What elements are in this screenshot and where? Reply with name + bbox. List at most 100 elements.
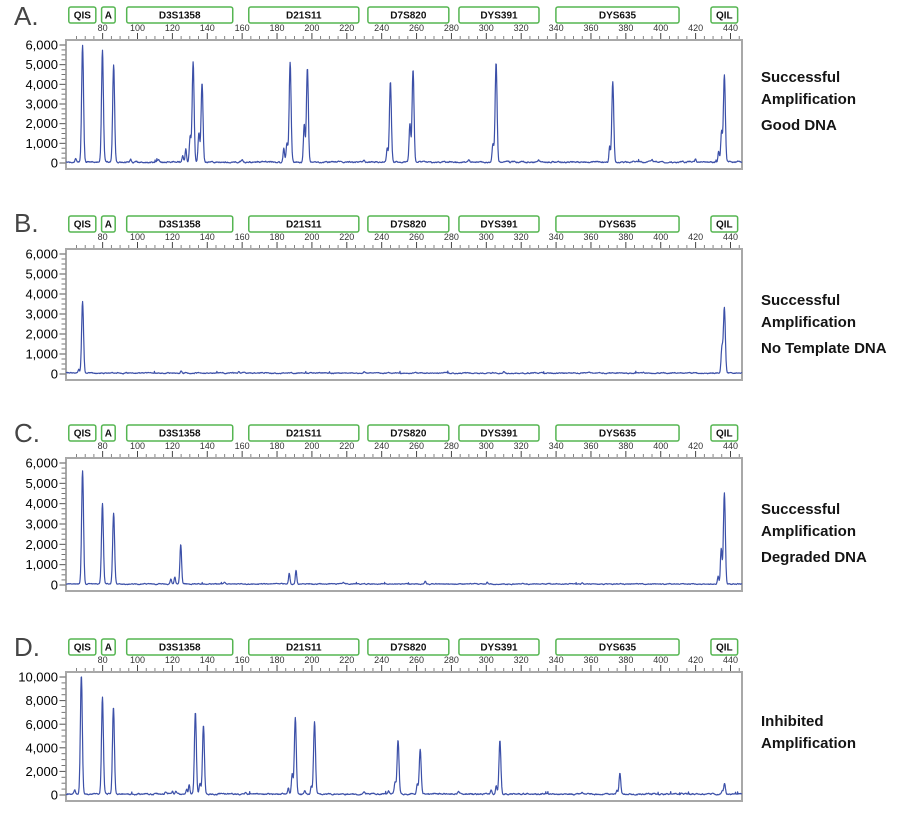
x-tick-label: 200	[304, 23, 319, 33]
x-tick-label: 120	[165, 23, 180, 33]
annotation-line: Successful	[761, 69, 841, 86]
marker-box-d7s820	[367, 6, 450, 24]
marker-label: DYS635	[599, 643, 637, 654]
y-tick-label: 3,000	[25, 307, 58, 322]
marker-label: QIS	[74, 429, 92, 440]
x-tick-label: 160	[235, 441, 250, 451]
marker-box-qis	[68, 6, 97, 24]
x-tick-label: 240	[374, 23, 389, 33]
x-tick-label: 100	[130, 23, 145, 33]
panel-c-trace	[65, 470, 743, 586]
marker-label: DYS635	[599, 220, 637, 231]
x-tick-label: 200	[304, 232, 319, 242]
x-tick-label: 160	[235, 23, 250, 33]
marker-box-d21s11	[248, 215, 360, 233]
x-tick-label: 340	[549, 441, 564, 451]
x-tick-label: 80	[98, 655, 108, 665]
x-tick-label: 160	[235, 232, 250, 242]
x-tick-label: 440	[723, 23, 738, 33]
panel-b-trace	[65, 300, 743, 375]
x-tick-label: 440	[723, 232, 738, 242]
marker-box-d21s11	[248, 638, 360, 656]
x-tick-label: 280	[444, 232, 459, 242]
y-tick-label: 10,000	[18, 670, 58, 685]
panel-a-ruler: 80 100 120 140 160 180 200 220 240 260 280 300 320 34…	[76, 23, 740, 39]
panel-letter-d: D.	[14, 632, 40, 662]
y-tick-label: 6,000	[25, 717, 58, 732]
x-tick-label: 140	[200, 23, 215, 33]
marker-box-qis	[68, 215, 97, 233]
marker-box-d7s820	[367, 424, 450, 442]
y-tick-label: 6,000	[25, 456, 58, 471]
marker-box-dys391	[458, 215, 540, 233]
panel-annotation-b: Successful Amplification No Template DNA	[761, 290, 900, 360]
y-tick-label: 5,000	[25, 476, 58, 491]
panel-d: 10,000 8,000 6,000 4,000 2,000 0 80 100 120 140 16…	[18, 638, 743, 803]
marker-label: DYS391	[480, 11, 518, 22]
y-tick-label: 8,000	[25, 693, 58, 708]
marker-box-dys635	[555, 6, 680, 24]
panel-d-plot-area	[65, 671, 743, 802]
marker-box-a	[100, 6, 116, 24]
marker-label: D7S820	[390, 643, 427, 654]
panel-d-trace	[65, 676, 743, 796]
x-tick-label: 140	[200, 232, 215, 242]
y-tick-label: 0	[51, 156, 58, 171]
x-tick-label: 420	[688, 23, 703, 33]
x-tick-label: 280	[444, 23, 459, 33]
marker-box-qil	[710, 215, 739, 233]
panel-letter-a: A.	[14, 1, 39, 31]
x-tick-label: 160	[235, 655, 250, 665]
panel-c-plot-area	[65, 457, 743, 592]
x-tick-label: 320	[514, 655, 529, 665]
panel-a-y-axis: 6,000 5,000 4,000 3,000 2,000 1,000 0	[25, 38, 66, 171]
x-tick-label: 80	[98, 441, 108, 451]
marker-label: A	[105, 11, 112, 22]
annotation-line: No Template DNA	[761, 340, 887, 357]
marker-box-a	[100, 424, 116, 442]
x-tick-label: 360	[583, 655, 598, 665]
y-tick-label: 0	[51, 788, 58, 803]
panel-a-markers: QIS A D3S1358 D21S11 D7S820 DYS391 DYS635 QIL	[68, 6, 739, 24]
panel-b-y-axis: 6,000 5,000 4,000 3,000 2,000 1,000 0	[25, 247, 66, 382]
y-tick-label: 1,000	[25, 347, 58, 362]
panel-c-markers: QIS A D3S1358 D21S11 D7S820 DYS391 DYS635 QIL	[68, 424, 739, 442]
y-tick-label: 2,000	[25, 764, 58, 779]
marker-label: D7S820	[390, 11, 427, 22]
marker-label: QIS	[74, 643, 92, 654]
x-tick-label: 120	[165, 232, 180, 242]
y-tick-label: 6,000	[25, 247, 58, 262]
panel-c: 6,000 5,000 4,000 3,000 2,000 1,000 0 80 100 120 1…	[25, 424, 743, 593]
x-tick-label: 120	[165, 441, 180, 451]
panel-letter-c: C.	[14, 418, 40, 448]
annotation-line: Successful	[761, 292, 841, 309]
x-tick-label: 400	[653, 23, 668, 33]
annotation-line: Amplification	[761, 735, 857, 752]
y-tick-label: 0	[51, 367, 58, 382]
panel-a-plot-area	[65, 39, 743, 170]
annotation-line: Amplification	[761, 91, 857, 108]
y-tick-label: 2,000	[25, 327, 58, 342]
marker-label: QIS	[74, 11, 92, 22]
marker-box-a	[100, 638, 116, 656]
marker-box-dys635	[555, 638, 680, 656]
x-tick-label: 260	[409, 232, 424, 242]
x-tick-label: 260	[409, 655, 424, 665]
panel-annotation-c: Successful Amplification Degraded DNA	[761, 499, 900, 569]
panel-annotation-a: Successful Amplification Good DNA	[761, 67, 900, 137]
annotation-line: Successful	[761, 501, 841, 518]
marker-box-dys635	[555, 215, 680, 233]
y-tick-label: 0	[51, 578, 58, 593]
x-tick-label: 400	[653, 655, 668, 665]
marker-box-d7s820	[367, 215, 450, 233]
panel-d-y-axis: 10,000 8,000 6,000 4,000 2,000 0	[18, 670, 66, 803]
x-tick-label: 360	[583, 441, 598, 451]
marker-label: A	[105, 429, 112, 440]
marker-label: D3S1358	[159, 643, 201, 654]
marker-box-dys391	[458, 638, 540, 656]
x-tick-label: 180	[270, 655, 285, 665]
panel-a: 6,000 5,000 4,000 3,000 2,000 1,000 0 80 100 120 1…	[25, 6, 743, 171]
x-tick-label: 300	[479, 441, 494, 451]
y-tick-label: 1,000	[25, 136, 58, 151]
